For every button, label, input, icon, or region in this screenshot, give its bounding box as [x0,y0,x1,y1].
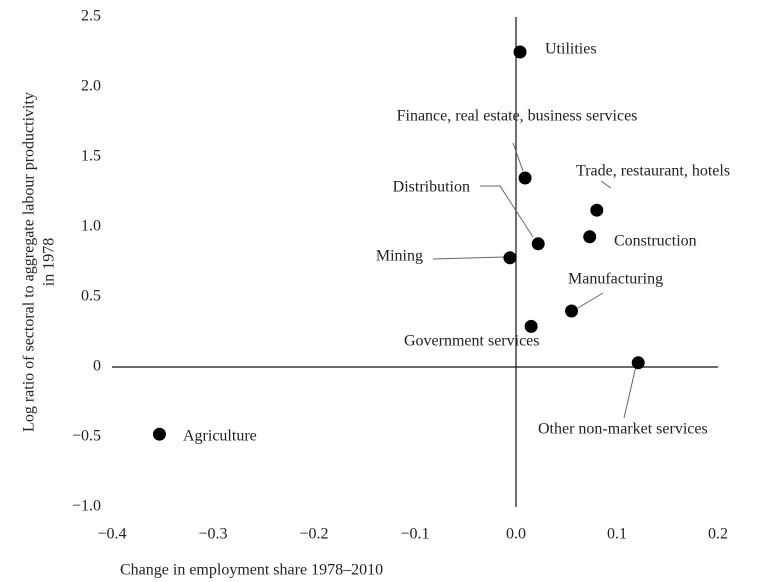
point [631,356,645,370]
point [565,304,579,318]
point-label: Distribution [393,179,470,196]
x-tick-label: −0.3 [198,526,227,543]
point-label: Trade, restaurant, hotels [576,163,730,180]
point-label: Mining [376,248,423,265]
point-label: Manufacturing [568,271,663,288]
point [518,171,532,185]
point-label: Other non-market services [538,421,708,438]
y-axis-title-line: Log ratio of sectoral to aggregate labou… [21,92,38,432]
point-label: Government services [404,333,540,350]
y-tick-label: 1.0 [81,218,101,235]
leader-line [600,180,612,189]
x-tick-label: −0.1 [400,526,429,543]
y-tick-label: 0 [93,358,101,375]
x-tick-label: −0.2 [299,526,328,543]
leader-line [512,142,524,172]
y-axis-title-line: in 1978 [41,238,58,286]
x-tick-label: −0.4 [97,526,126,543]
y-tick-label: 0.5 [81,288,101,305]
y-axis-title: Log ratio of sectoral to aggregate labou… [21,92,58,432]
leader-line [623,365,637,419]
point [503,251,517,265]
point-label: Utilities [545,41,597,58]
point [531,237,545,251]
point [152,427,166,441]
point [583,230,597,244]
point-label: Agriculture [183,428,257,445]
point-label: Construction [614,233,697,250]
y-tick-label: −0.5 [72,428,101,445]
point [524,319,538,333]
y-tick-label: 2.0 [81,78,101,95]
point [513,45,527,59]
leader-line [432,256,506,260]
x-axis-title: Change in employment share 1978–2010 [120,562,383,579]
y-tick-label: 1.5 [81,148,101,165]
x-tick-label: 0.2 [708,526,728,543]
y-tick-label: −1.0 [72,498,101,515]
x-tick-label: 0.1 [607,526,627,543]
leader-line [577,292,604,309]
leader-line [480,185,534,238]
y-tick-label: 2.5 [81,8,101,25]
point-label: Finance, real estate, business services [397,108,638,125]
point [590,203,604,217]
x-tick-label: 0.0 [506,526,526,543]
